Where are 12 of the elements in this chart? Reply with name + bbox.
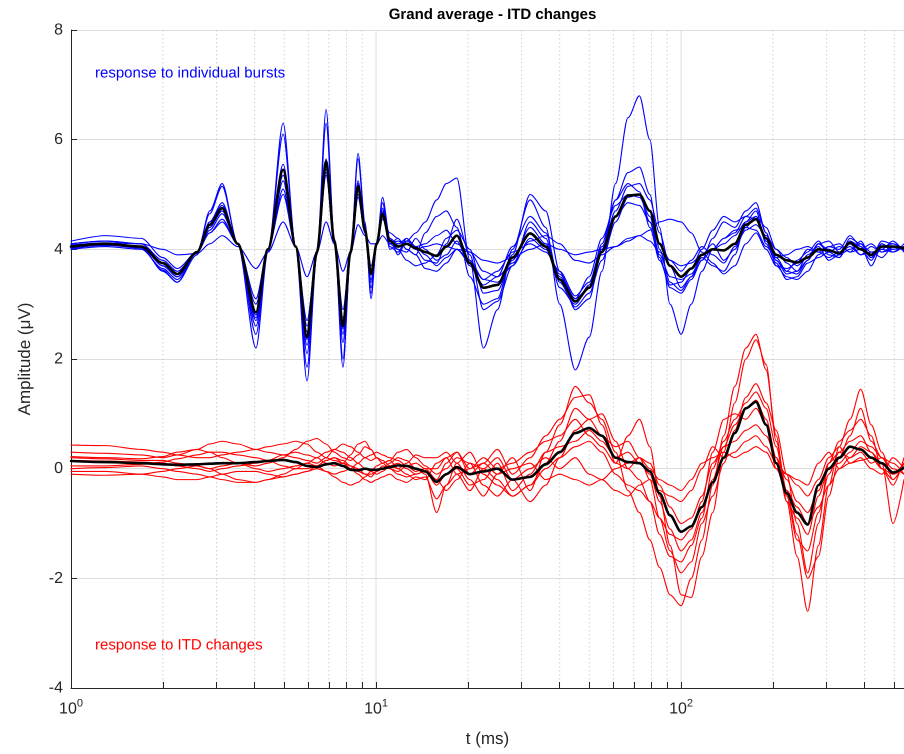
y-tick-label: -2: [48, 570, 64, 587]
y-tick-label: 0: [54, 460, 64, 478]
y-tick-label: -4: [48, 680, 64, 696]
annotation: response to ITD changes: [95, 636, 263, 654]
chart-title: Grand average - ITD changes: [388, 6, 596, 23]
y-axis-title: Amplitude (μV): [15, 302, 34, 416]
annotation: response to individual bursts: [95, 64, 286, 82]
y-tick-label: 2: [54, 350, 64, 368]
y-tick-label: 8: [54, 22, 64, 38]
x-axis-title: t (ms): [466, 729, 510, 748]
y-tick-label: 6: [54, 131, 64, 148]
y-tick-label: 4: [54, 240, 64, 258]
